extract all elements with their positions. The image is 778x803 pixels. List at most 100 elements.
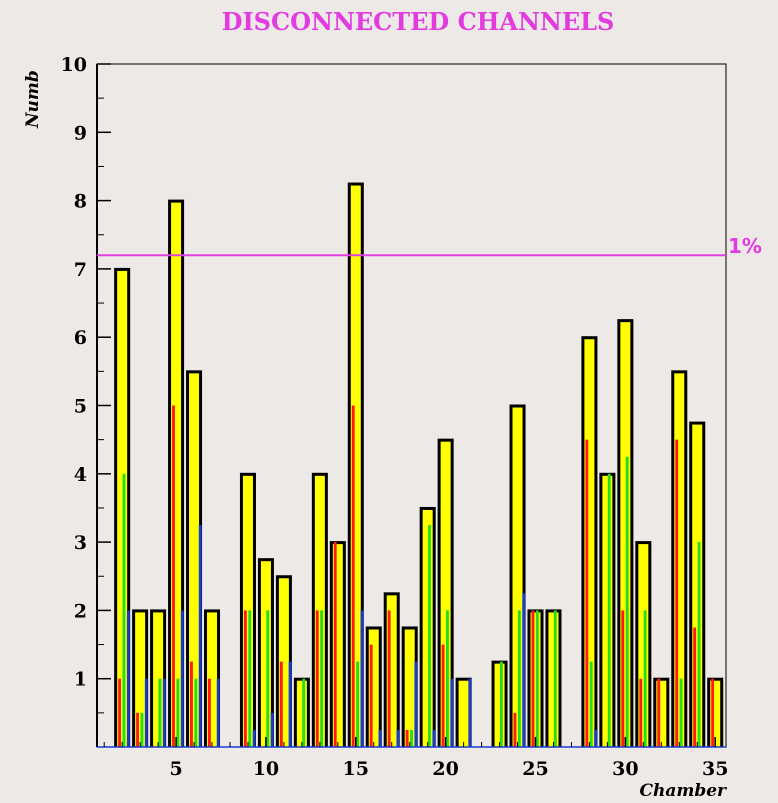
bar-sub-green	[625, 456, 629, 747]
bar-sub-blue	[450, 678, 454, 747]
reference-line-label: 1%	[728, 234, 762, 258]
bar-total	[278, 578, 289, 747]
x-tick-label: 30	[612, 758, 638, 780]
bar-sub-green	[553, 610, 557, 747]
bar-sub-red	[190, 661, 193, 747]
bar-total	[404, 629, 415, 747]
bar-sub-green	[643, 610, 647, 747]
bar-sub-red	[441, 644, 445, 747]
bar-sub-green	[607, 473, 611, 747]
bar-sub-red	[675, 439, 679, 747]
bar-sub-blue	[522, 593, 526, 747]
bar-sub-red	[513, 712, 517, 747]
bar-sub-red	[657, 678, 661, 747]
bar-sub-green	[356, 661, 360, 747]
bar-sub-blue	[126, 610, 130, 747]
bar-sub-red	[351, 405, 355, 747]
bar-total	[135, 612, 146, 747]
bar-sub-green	[194, 678, 198, 747]
bar-sub-blue	[288, 661, 292, 747]
bar-total	[440, 441, 451, 747]
bar-total	[117, 270, 128, 747]
y-tick-label: 9	[74, 122, 87, 144]
bar-total	[638, 544, 649, 747]
x-tick-label: 15	[343, 758, 369, 780]
bar-sub-red	[693, 627, 697, 747]
bar-sub-green	[589, 661, 593, 747]
bar-total	[710, 680, 721, 747]
y-tick-label: 5	[74, 396, 87, 418]
bar-sub-red	[136, 712, 139, 747]
bar-sub-blue	[468, 678, 472, 747]
bar-sub-green	[535, 610, 539, 747]
bar-sub-green	[248, 610, 252, 747]
bar-total	[242, 475, 253, 747]
bar-sub-green	[410, 729, 413, 747]
bar-total	[530, 612, 541, 747]
bar-sub-green	[679, 678, 683, 747]
bar-sub-green	[320, 610, 324, 747]
y-tick-label: 8	[74, 191, 87, 213]
x-tick-label: 25	[522, 758, 548, 780]
bar-total	[296, 680, 307, 747]
axes-layer: 1 2 3 4 5 6 7 8 9 10 5 10 15 20 25 30 35	[61, 54, 729, 780]
bar-total	[189, 373, 200, 747]
bar-total	[458, 680, 469, 747]
bar-total	[153, 612, 164, 747]
bar-sub-red	[243, 610, 247, 747]
bar-sub-red	[387, 610, 391, 747]
bar-sub-blue	[594, 729, 598, 747]
y-tick-label: 10	[61, 54, 87, 76]
bar-total	[584, 339, 595, 747]
bar-sub-blue	[432, 729, 436, 747]
x-tick-label: 5	[169, 758, 182, 780]
bar-sub-blue	[378, 729, 382, 747]
y-tick-label: 3	[74, 532, 87, 554]
bar-total	[386, 595, 397, 747]
bar-total	[314, 475, 325, 747]
bar-total	[620, 322, 631, 747]
x-tick-label: 10	[253, 758, 279, 780]
y-tick-label: 1	[74, 669, 87, 691]
bar-total	[368, 629, 379, 747]
bar-sub-blue	[198, 525, 202, 747]
bar-sub-green	[302, 678, 306, 747]
bar-total	[656, 680, 667, 747]
y-axis-label: Numb	[23, 70, 43, 129]
x-tick-label: 35	[702, 758, 728, 780]
bar-sub-blue	[396, 729, 400, 747]
bar-sub-red	[333, 542, 337, 747]
chart-title: DISCONNECTED CHANNELS	[222, 7, 615, 36]
bar-total	[350, 185, 361, 747]
bar-sub-blue	[414, 661, 418, 747]
bar-sub-green	[158, 678, 162, 747]
bars-layer	[114, 182, 724, 748]
bar-sub-blue	[270, 712, 274, 747]
bar-sub-green	[446, 610, 449, 747]
bar-sub-green	[140, 712, 144, 747]
bar-sub-red	[639, 678, 643, 747]
y-tick-label: 6	[74, 327, 87, 349]
bar-sub-green	[122, 473, 126, 747]
bar-sub-red	[279, 661, 283, 747]
bar-sub-blue	[144, 678, 148, 747]
bar-sub-blue	[180, 610, 184, 747]
bar-total	[674, 373, 685, 747]
y-tick-label: 4	[74, 464, 87, 486]
bar-total	[422, 509, 433, 747]
bar-sub-red	[621, 610, 625, 747]
bar-sub-green	[176, 678, 180, 747]
bar-total	[494, 663, 505, 747]
bar-total	[332, 544, 343, 747]
bar-sub-red	[315, 610, 319, 747]
bar-sub-blue	[162, 678, 166, 747]
bar-total	[512, 407, 523, 747]
bar-sub-blue	[216, 678, 220, 747]
bar-total	[692, 424, 703, 747]
bar-sub-green	[499, 661, 503, 747]
bar-sub-red	[172, 405, 175, 747]
bar-total	[260, 561, 271, 747]
bar-sub-blue	[360, 610, 364, 747]
x-tick-label: 20	[432, 758, 458, 780]
